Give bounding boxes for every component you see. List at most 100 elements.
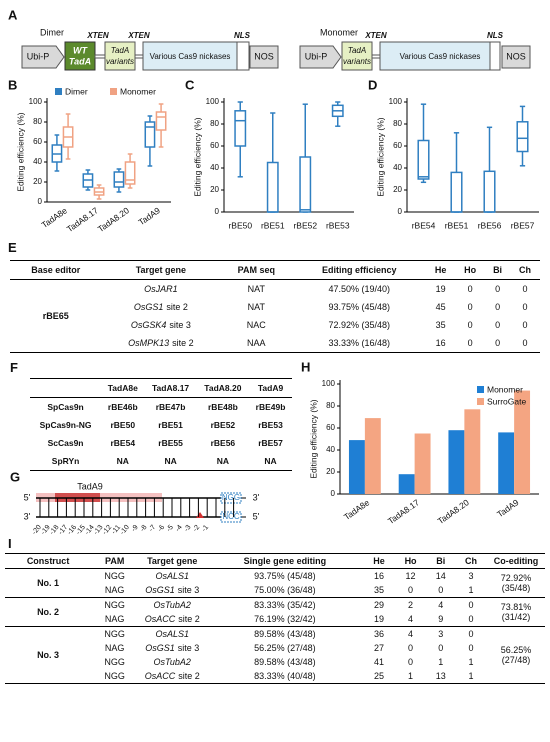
table-head: Base editor Target gene PAM seq Editing eff… — [10, 260, 540, 280]
y-tick-label: 80 — [33, 117, 42, 126]
bar — [514, 390, 531, 494]
header-cell: TadA8e — [107, 383, 138, 393]
table-row: No. 3 NGG OsALS1 89.58% (43/48) 36 4 3 0 56.25% … — [5, 627, 545, 665]
target-gene: OsALS1 — [138, 627, 206, 642]
cell-efficiency: 47.50% (19/40) — [328, 284, 390, 294]
legend-label: Monomer — [487, 384, 523, 394]
cell-bi: 14 — [435, 571, 446, 581]
cell-he: 16 — [435, 338, 446, 348]
cell-he: 19 — [374, 614, 385, 624]
header-cell: He — [434, 265, 447, 275]
box — [299, 156, 312, 213]
y-tick-label: 0 — [331, 489, 336, 498]
target-gene: OsGSK4 site 3 — [101, 316, 220, 334]
pam-label: NCC — [222, 512, 240, 521]
panel-label: G — [10, 469, 20, 484]
cell-pam: NGG — [104, 571, 125, 581]
cell-bi: 0 — [495, 302, 501, 312]
enzyme-label: TadA9 — [77, 481, 103, 491]
position-label: -7 — [148, 524, 157, 533]
cell-bi: 0 — [495, 338, 501, 348]
xten-label: XTEN — [127, 31, 150, 40]
cell-pam: NAT — [247, 284, 265, 294]
table-row: NAG OsGS1 site 3 56.25% (27/48) 27 0 0 0 — [5, 641, 545, 655]
cell-ho: 12 — [405, 571, 416, 581]
gene-name: OsMPK13 — [128, 338, 170, 348]
cell-ch: 0 — [522, 284, 528, 294]
gene-name: OsGS1 — [145, 643, 175, 653]
box — [483, 170, 496, 213]
cell-ch: 1 — [468, 671, 474, 681]
cell-efficiency: 76.19% (32/42) — [254, 614, 316, 624]
construct-group: No. 1 NGG OsALS1 93.75% (45/48) 16 12 14 3 72.92… — [5, 569, 545, 598]
cell-pam: NGG — [104, 657, 125, 667]
table-row: NAG OsACC site 2 76.19% (32/42) 19 4 9 0 — [5, 612, 545, 627]
cell-he: 36 — [374, 629, 385, 639]
promoter — [21, 45, 65, 69]
y-tick-label: 60 — [33, 137, 42, 146]
table-row: NGG OsACC site 2 83.33% (40/48) 25 1 13 1 — [5, 669, 545, 684]
y-tick-label: 100 — [322, 379, 336, 388]
pam-box — [220, 511, 242, 523]
target-gene: OsTubA2 — [138, 598, 206, 613]
wt-tada — [64, 41, 96, 71]
y-tick-label: 80 — [326, 401, 335, 410]
cell-ch: 1 — [468, 585, 474, 595]
cell-he: 25 — [374, 671, 385, 681]
table-e: Base editor Target gene PAM seq Editing eff… — [10, 260, 540, 353]
cell-ho: 0 — [467, 302, 473, 312]
box — [417, 139, 430, 180]
cell: NA — [116, 456, 129, 466]
panel-label: F — [10, 360, 18, 375]
x-tick-label: TadA9 — [136, 205, 162, 227]
cell-efficiency: 93.75% (45/48) — [254, 571, 316, 581]
cell: rBE51 — [158, 420, 183, 430]
co-editing: 72.92% (35/48) — [500, 573, 532, 593]
promoter — [299, 45, 342, 69]
cell: rBE55 — [158, 438, 183, 448]
nls — [236, 41, 250, 71]
nls-label: NLS — [234, 31, 251, 40]
cell: rBE48b — [208, 402, 238, 412]
linker — [134, 54, 144, 59]
linker — [94, 54, 106, 59]
box — [155, 111, 167, 131]
gene-site: site 2 — [166, 302, 188, 312]
table-body: rBE65 OsJAR1 NAT 47.50% (19/40) 19 0 0 0 OsGS1 si… — [10, 280, 540, 353]
table-row: OsGS1 site 2 NAT 93.75% (45/48) 45 0 0 0 — [10, 298, 540, 316]
y-tick-label: 100 — [29, 97, 43, 106]
x-tick-label: TadA9 — [495, 497, 521, 519]
y-axis-label: Editing efficiency (%) — [192, 117, 202, 196]
cas9 — [142, 41, 238, 71]
header-cell: Editing efficiency — [321, 265, 397, 275]
header-cell: Base editor — [31, 265, 81, 275]
bar — [364, 418, 381, 494]
position-label: -20 — [31, 524, 43, 536]
cell-efficiency: 33.33% (16/48) — [328, 338, 390, 348]
position-label: -16 — [66, 524, 78, 536]
cell-efficiency: 83.33% (40/48) — [254, 671, 316, 681]
tada-variants — [104, 41, 136, 71]
target-gene: OsJAR1 — [101, 280, 220, 299]
variants-label: TadA — [111, 46, 129, 55]
cell-ch: 0 — [522, 302, 528, 312]
header-cell: PAM seq — [237, 265, 275, 275]
cell-pam: NGG — [104, 671, 125, 681]
header-cell: He — [373, 556, 385, 566]
cell-efficiency: 89.58% (43/48) — [254, 657, 316, 667]
variants-label: variants — [343, 57, 371, 66]
tada-variants — [341, 41, 373, 71]
gene-site: site 3 — [169, 320, 191, 330]
variants-label: variants — [106, 57, 134, 66]
legend-swatch — [477, 386, 484, 393]
y-tick-label: 60 — [210, 141, 219, 150]
cell: NA — [264, 456, 277, 466]
y-tick-label: 20 — [326, 467, 335, 476]
terminator — [501, 45, 531, 69]
position-label: -14 — [84, 524, 96, 536]
strand-end: 3' — [253, 492, 260, 502]
construct-group: No. 3 NGG OsALS1 89.58% (43/48) 36 4 3 0 56.25% … — [5, 627, 545, 684]
cell: rBE52 — [210, 420, 236, 430]
header-row: Construct PAM Target gene Single gene editi… — [5, 553, 545, 569]
